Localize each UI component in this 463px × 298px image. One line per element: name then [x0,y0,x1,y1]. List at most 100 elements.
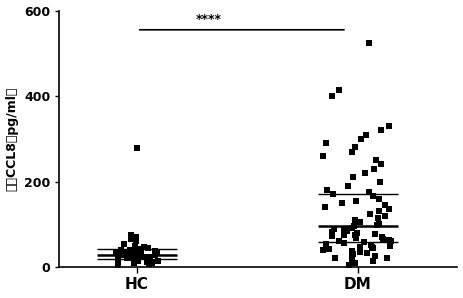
Point [151,253,159,257]
Point [349,149,356,154]
Point [135,249,143,254]
Point [351,232,359,237]
Point [386,124,393,128]
Point [379,236,386,241]
Point [348,225,356,230]
Point [134,247,142,252]
Point [322,205,329,209]
Point [152,251,160,256]
Point [114,254,121,258]
Point [375,209,383,214]
Point [141,255,149,260]
Point [348,249,356,253]
Point [369,194,377,199]
Point [368,244,375,249]
Point [353,230,361,235]
Point [371,231,379,236]
Point [386,237,393,242]
Point [351,260,359,265]
Point [375,196,382,201]
Point [127,237,135,242]
Point [141,245,148,250]
Point [151,249,159,253]
Point [367,242,375,247]
Point [365,190,373,195]
Point [340,227,348,232]
Point [325,247,333,252]
Point [350,224,358,229]
Point [373,158,380,162]
Point [132,235,139,240]
Point [377,162,384,167]
Point [381,203,388,207]
Point [154,259,162,263]
Point [343,229,350,234]
Point [349,175,357,180]
Point [319,248,326,252]
Point [136,254,144,259]
Point [385,207,393,212]
Point [356,245,363,250]
Point [328,234,336,239]
Point [133,255,140,260]
Point [375,222,382,227]
Point [351,145,359,150]
Point [349,253,356,257]
Point [336,239,343,244]
Point [143,260,150,264]
Point [341,241,348,246]
Point [332,255,339,260]
Point [138,250,145,255]
Point [370,166,378,171]
Point [329,192,337,197]
Point [348,257,356,262]
Point [371,254,379,259]
Point [120,252,128,257]
Point [328,94,335,98]
Point [131,260,138,265]
Point [349,252,357,257]
Point [365,40,373,45]
Point [369,246,376,251]
Point [125,256,132,261]
Point [114,263,122,267]
Point [357,136,364,141]
Point [323,242,330,246]
Text: ****: **** [196,13,222,26]
Point [323,141,330,145]
Point [112,251,119,255]
Point [153,250,160,254]
Point [377,128,385,133]
Point [341,233,348,238]
Point [123,252,131,257]
Point [145,261,153,266]
Point [335,87,343,92]
Point [345,263,352,267]
Point [374,223,381,227]
Point [148,260,156,265]
Point [382,213,389,218]
Point [324,188,331,193]
Point [127,232,135,237]
Point [356,220,363,224]
Point [121,249,129,254]
Point [344,184,351,188]
Point [370,258,377,263]
Point [361,240,368,245]
Point [367,211,374,216]
Point [319,153,327,158]
Point [146,254,154,259]
Point [120,241,127,246]
Point [362,132,369,137]
Point [376,179,384,184]
Point [361,170,369,175]
Point [356,250,363,254]
Point [123,256,130,261]
Point [117,248,124,252]
Point [352,236,360,240]
Point [133,239,140,244]
Point [126,248,134,252]
Point [128,254,135,259]
Point [131,250,138,254]
Point [135,258,142,263]
